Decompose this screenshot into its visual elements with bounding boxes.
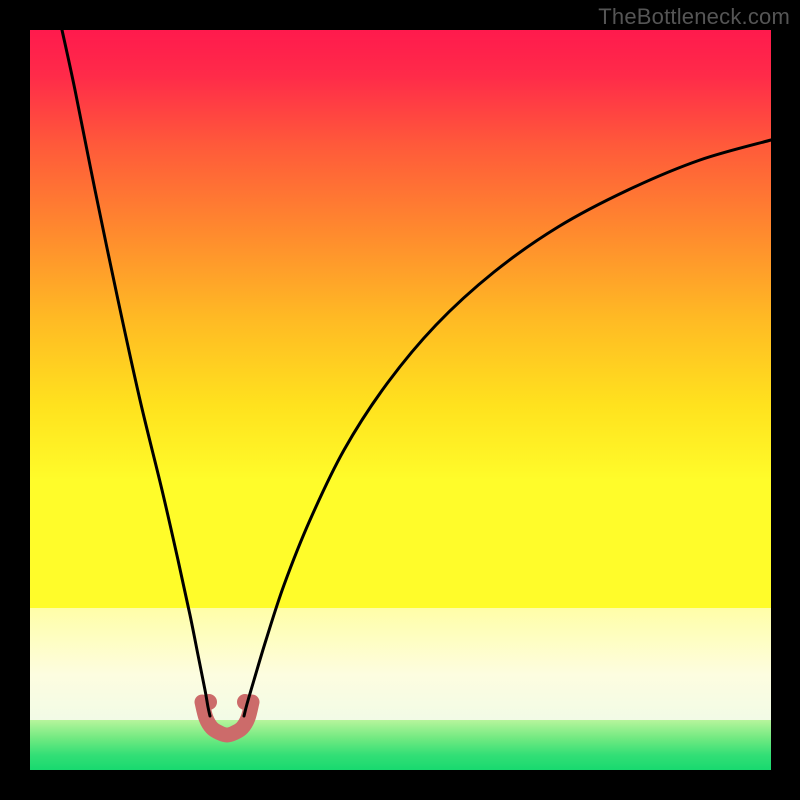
- gradient-main: [30, 30, 771, 608]
- gradient-pale-band: [30, 608, 771, 720]
- bottleneck-chart-svg: [0, 0, 800, 800]
- watermark-text: TheBottleneck.com: [598, 4, 790, 30]
- chart-root: TheBottleneck.com: [0, 0, 800, 800]
- gradient-green-band: [30, 720, 771, 770]
